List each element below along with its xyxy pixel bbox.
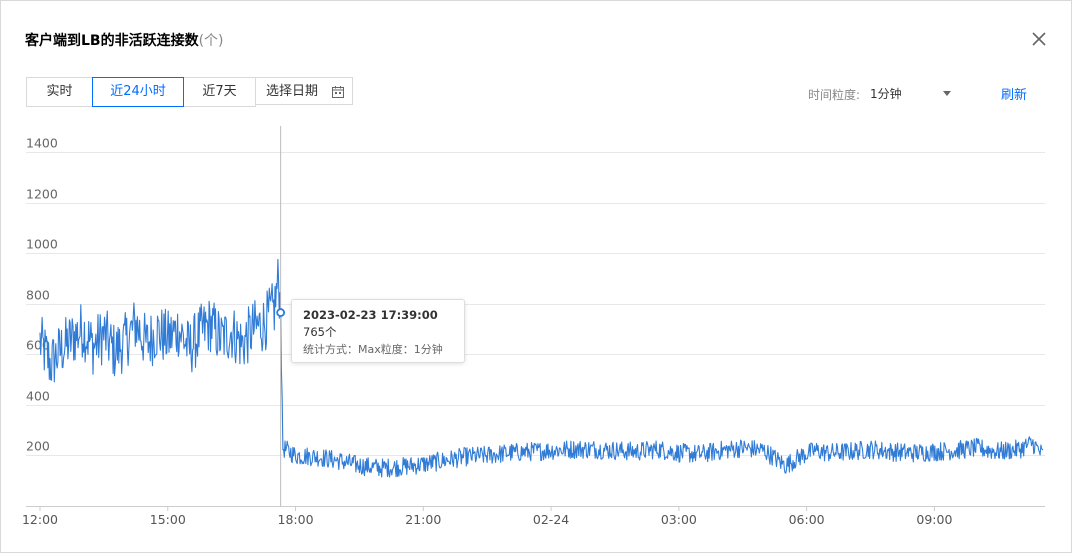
y-tick-label: 200 bbox=[26, 439, 50, 454]
hover-point bbox=[277, 309, 284, 316]
tooltip-value: 765个 bbox=[303, 323, 453, 341]
y-tick-label: 400 bbox=[26, 389, 50, 404]
series-line bbox=[40, 259, 1043, 477]
x-tick-label: 09:00 bbox=[916, 512, 952, 527]
x-tick-label: 06:00 bbox=[789, 512, 825, 527]
y-tick-label: 800 bbox=[26, 288, 50, 303]
tooltip-time: 2023-02-23 17:39:00 bbox=[303, 307, 453, 323]
y-tick-label: 1200 bbox=[26, 187, 58, 202]
tab-last-24-hours[interactable]: 近24小时 bbox=[92, 77, 184, 107]
tooltip-method: 统计方式：Max粒度：1分钟 bbox=[303, 341, 453, 359]
x-tick-label: 21:00 bbox=[405, 512, 441, 527]
x-tick-label: 03:00 bbox=[661, 512, 697, 527]
x-tick-label: 15:00 bbox=[150, 512, 186, 527]
chart-tooltip: 2023-02-23 17:39:00 765个 统计方式：Max粒度：1分钟 bbox=[291, 299, 465, 363]
x-tick-label: 02-24 bbox=[533, 512, 569, 527]
y-tick-label: 1400 bbox=[26, 136, 58, 151]
x-tick-label: 12:00 bbox=[22, 512, 58, 527]
x-tick-label: 18:00 bbox=[278, 512, 314, 527]
y-tick-label: 1000 bbox=[26, 237, 58, 252]
